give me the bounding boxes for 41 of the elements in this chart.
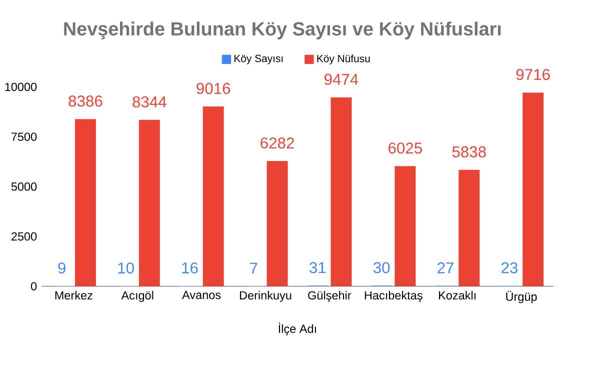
y-tick-label: 2500 — [12, 232, 37, 241]
legend-label: Köy Nüfusu — [317, 54, 370, 64]
chart-title: Nevşehirde Bulunan Köy Sayısı ve Köy Nüfusları — [64, 22, 501, 40]
y-tick-label: 7500 — [12, 132, 37, 141]
bar — [266, 161, 288, 286]
bar — [138, 120, 160, 286]
data-label: 16 — [182, 262, 198, 274]
data-label: 7 — [250, 262, 258, 274]
x-tick-label: Avanos — [182, 290, 221, 300]
bar — [458, 170, 480, 286]
data-label: 5838 — [452, 146, 486, 158]
x-axis-title: İlçe Adı — [278, 322, 316, 336]
data-label: 9474 — [324, 74, 358, 85]
x-tick-label: Kozaklı — [439, 290, 476, 300]
x-tick-label: Ürgüp — [506, 290, 537, 304]
data-label: 31 — [310, 262, 326, 274]
x-tick-label: Hacıbektaş — [364, 290, 422, 302]
data-label: 10 — [118, 262, 134, 274]
data-label: 9 — [58, 262, 66, 274]
bar — [394, 166, 416, 286]
data-label: 8344 — [132, 96, 166, 108]
x-tick-label: Merkez — [55, 290, 92, 300]
data-label: 6025 — [388, 142, 422, 154]
y-tick-label: 0 — [30, 282, 37, 290]
y-tick-label: 10000 — [5, 82, 37, 92]
x-tick-label: Acıgöl — [121, 290, 154, 302]
data-label: 30 — [373, 262, 390, 274]
bar — [522, 92, 544, 286]
bar — [74, 119, 96, 286]
data-label: 9716 — [516, 68, 550, 80]
data-label: 23 — [502, 262, 518, 274]
data-label: 27 — [438, 262, 454, 274]
data-label: 9016 — [196, 82, 230, 94]
bar — [330, 97, 352, 286]
data-label: 6282 — [260, 137, 294, 149]
y-tick-label: 5000 — [11, 182, 37, 191]
bar — [202, 106, 224, 286]
x-tick-label: Gülşehir — [308, 290, 352, 302]
data-label: 8386 — [68, 95, 102, 107]
legend-label: Köy Sayısı — [234, 54, 283, 64]
x-tick-label: Derinkuyu — [240, 290, 292, 302]
